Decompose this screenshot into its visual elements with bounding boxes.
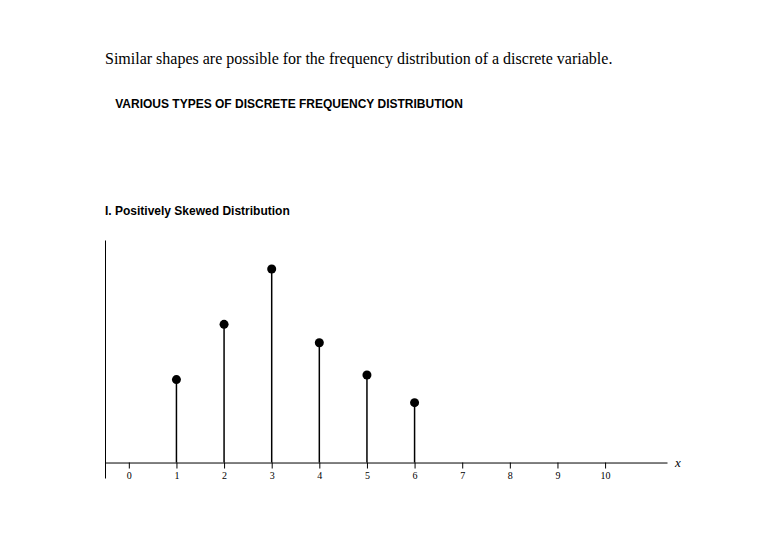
x-tick: 9 [555, 463, 560, 481]
x-tick: 8 [508, 463, 513, 481]
x-tick-label: 8 [508, 470, 513, 481]
x-tick-mark [272, 463, 273, 469]
x-tick-mark [462, 463, 463, 469]
x-tick-label: 3 [270, 470, 275, 481]
x-tick-mark [605, 463, 606, 469]
x-tick: 2 [222, 463, 227, 481]
x-tick-mark [319, 463, 320, 469]
stem [271, 269, 273, 462]
x-tick-label: 10 [601, 470, 611, 481]
x-tick-label: 5 [365, 470, 370, 481]
y-axis [105, 241, 106, 479]
stem [223, 324, 225, 462]
x-tick: 4 [317, 463, 322, 481]
chart: Similar shapes are possible for the freq… [0, 0, 780, 540]
x-tick-label: 2 [222, 470, 227, 481]
x-tick-label: 4 [317, 470, 322, 481]
x-tick: 5 [365, 463, 370, 481]
x-tick-mark [510, 463, 511, 469]
stem [414, 403, 416, 463]
x-tick-mark [415, 463, 416, 469]
x-tick-mark [557, 463, 558, 469]
marker [172, 375, 181, 384]
y-axis-line [105, 241, 106, 479]
title: Similar shapes are possible for the freq… [105, 50, 612, 68]
marker [362, 370, 371, 379]
x-tick-label: 0 [127, 470, 132, 481]
x-tick-label: 6 [413, 470, 418, 481]
stem [319, 343, 321, 463]
subtitle: VARIOUS TYPES OF DISCRETE FREQUENCY DIST… [115, 97, 463, 111]
x-tick: 7 [460, 463, 465, 481]
x-tick-mark [129, 463, 130, 469]
x-tick: 0 [127, 463, 132, 481]
x-tick: 10 [601, 463, 611, 481]
x-tick: 6 [413, 463, 418, 481]
x-tick-label: 9 [555, 470, 560, 481]
x-tick: 3 [270, 463, 275, 481]
x-tick-mark [367, 463, 368, 469]
marks [129, 265, 605, 463]
marker [410, 398, 419, 407]
x-axis: 0 1 2 3 4 5 6 7 8 9 10 [106, 463, 668, 481]
stem [176, 380, 178, 463]
annotation: I. Positively Skewed Distribution [105, 204, 290, 218]
plot: 0 1 2 3 4 5 6 7 8 9 10 x [106, 241, 682, 481]
stem [366, 375, 368, 463]
x-axis-label: x [674, 455, 681, 470]
marker [315, 338, 324, 347]
x-tick-label: 1 [174, 470, 179, 481]
x-tick-mark [176, 463, 177, 469]
marker [267, 265, 276, 274]
x-axis-line [106, 463, 668, 464]
x-tick-label: 7 [460, 470, 465, 481]
marker [220, 320, 229, 329]
x-tick-mark [224, 463, 225, 469]
x-tick: 1 [174, 463, 179, 481]
